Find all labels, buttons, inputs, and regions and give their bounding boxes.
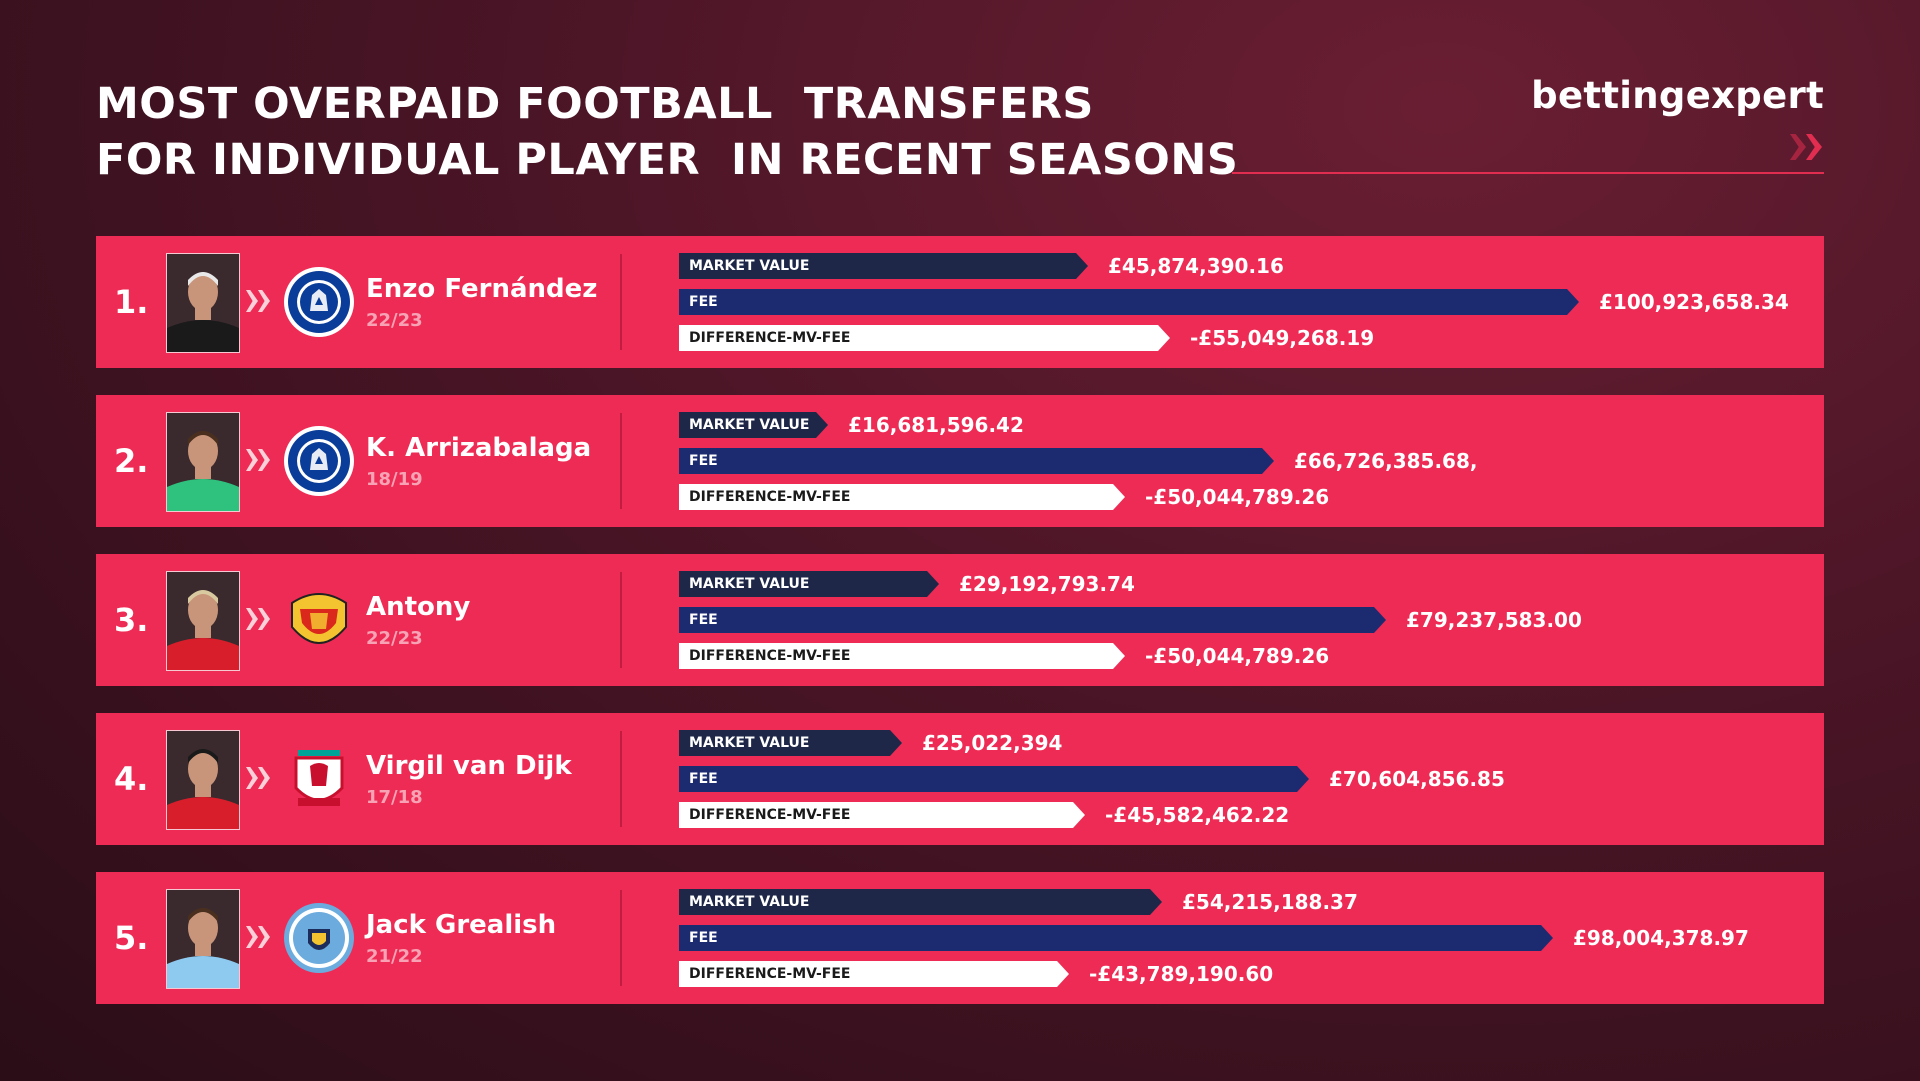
transfer-arrow-icon xyxy=(246,290,270,312)
market-value-value-label: £25,022,394 xyxy=(922,731,1063,755)
player-photo xyxy=(166,412,240,512)
fee-value-label: £66,726,385.68, xyxy=(1294,449,1478,473)
transfer-arrow-icon xyxy=(246,767,270,789)
difference-bar: DIFFERENCE-MV-FEE xyxy=(679,961,1069,987)
player-row: 3. Antony 22/23 MARKET VALUE £29,192,793.74 F… xyxy=(96,554,1824,686)
row-divider xyxy=(620,254,622,350)
player-name: K. Arrizabalaga xyxy=(366,433,592,463)
player-season: 17/18 xyxy=(366,787,423,808)
market-value-value-label: £16,681,596.42 xyxy=(848,413,1024,437)
fee-bar: FEE xyxy=(679,766,1309,792)
club-crest-icon xyxy=(282,265,356,339)
player-row: 1. Enzo Fernández 22/23 MARKET VALUE £45,874… xyxy=(96,236,1824,368)
player-photo xyxy=(166,730,240,830)
transfer-arrow-icon xyxy=(246,926,270,948)
market-value-value-label: £45,874,390.16 xyxy=(1108,254,1284,278)
player-name: Enzo Fernández xyxy=(366,274,598,304)
difference-value-label: -£55,049,268.19 xyxy=(1190,326,1375,350)
difference-bar: DIFFERENCE-MV-FEE xyxy=(679,802,1085,828)
row-divider xyxy=(620,731,622,827)
difference-value-label: -£50,044,789.26 xyxy=(1145,485,1330,509)
fee-value-label: £70,604,856.85 xyxy=(1329,767,1505,791)
transfer-arrow-icon xyxy=(246,449,270,471)
row-divider xyxy=(620,572,622,668)
player-rank: 4. xyxy=(114,760,149,798)
market-value-bar: MARKET VALUE xyxy=(679,889,1162,915)
player-season: 22/23 xyxy=(366,628,423,649)
fee-value-label: £79,237,583.00 xyxy=(1406,608,1582,632)
fee-bar: FEE xyxy=(679,289,1579,315)
player-season: 22/23 xyxy=(366,310,423,331)
player-season: 18/19 xyxy=(366,469,423,490)
player-row: 2. K. Arrizabalaga 18/19 MARKET VALUE £16,68… xyxy=(96,395,1824,527)
difference-bar: DIFFERENCE-MV-FEE xyxy=(679,643,1125,669)
fee-bar: FEE xyxy=(679,925,1553,951)
player-rank: 2. xyxy=(114,442,149,480)
club-crest-icon xyxy=(282,901,356,975)
fee-bar: FEE xyxy=(679,448,1274,474)
difference-value-label: -£43,789,190.60 xyxy=(1089,962,1274,986)
player-row: 5. Jack Grealish 21/22 MARKET VALUE £54,215,… xyxy=(96,872,1824,1004)
market-value-value-label: £54,215,188.37 xyxy=(1182,890,1358,914)
transfer-arrow-icon xyxy=(246,608,270,630)
market-value-bar: MARKET VALUE xyxy=(679,730,902,756)
title-underline xyxy=(1232,172,1824,174)
difference-bar: DIFFERENCE-MV-FEE xyxy=(679,325,1170,351)
fee-bar: FEE xyxy=(679,607,1386,633)
player-name: Virgil van Dijk xyxy=(366,751,572,781)
market-value-bar: MARKET VALUE xyxy=(679,571,939,597)
club-crest-icon xyxy=(282,742,356,816)
brand-chevron-icon xyxy=(1790,134,1822,160)
row-divider xyxy=(620,890,622,986)
club-crest-icon xyxy=(282,424,356,498)
brand-logo: bettingexpert xyxy=(1531,74,1824,117)
player-photo xyxy=(166,253,240,353)
page-title: MOST OVERPAID FOOTBALL TRANSFERS FOR IND… xyxy=(96,79,1239,185)
player-name: Jack Grealish xyxy=(366,910,557,940)
club-crest-icon xyxy=(282,583,356,657)
fee-value-label: £100,923,658.34 xyxy=(1599,290,1789,314)
player-rank: 5. xyxy=(114,919,149,957)
player-name: Antony xyxy=(366,592,471,622)
player-rank: 3. xyxy=(114,601,149,639)
market-value-bar: MARKET VALUE xyxy=(679,253,1088,279)
player-row: 4. Virgil van Dijk 17/18 MARKET VALUE £25,02… xyxy=(96,713,1824,845)
player-rank: 1. xyxy=(114,283,149,321)
difference-bar: DIFFERENCE-MV-FEE xyxy=(679,484,1125,510)
fee-value-label: £98,004,378.97 xyxy=(1573,926,1749,950)
player-photo xyxy=(166,889,240,989)
player-photo xyxy=(166,571,240,671)
difference-value-label: -£50,044,789.26 xyxy=(1145,644,1330,668)
market-value-bar: MARKET VALUE xyxy=(679,412,828,438)
row-divider xyxy=(620,413,622,509)
market-value-value-label: £29,192,793.74 xyxy=(959,572,1135,596)
player-season: 21/22 xyxy=(366,946,423,967)
difference-value-label: -£45,582,462.22 xyxy=(1105,803,1290,827)
